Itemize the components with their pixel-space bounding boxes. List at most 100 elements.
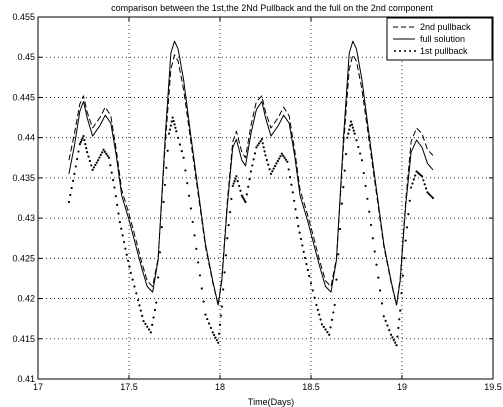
- data-point: [95, 161, 98, 164]
- data-point: [353, 132, 356, 135]
- data-point: [276, 159, 279, 163]
- data-point: [318, 313, 321, 316]
- data-point: [236, 180, 239, 183]
- data-point: [133, 285, 136, 288]
- data-point: [170, 120, 173, 123]
- y-tick-label: 0.43: [17, 213, 35, 223]
- y-tick-label: 0.42: [17, 294, 35, 304]
- data-point: [223, 271, 226, 274]
- data-point: [330, 318, 334, 321]
- data-point: [339, 227, 342, 231]
- data-point: [286, 160, 289, 163]
- data-point: [388, 329, 391, 332]
- data-point: [67, 200, 71, 204]
- data-point: [265, 158, 268, 162]
- data-point: [313, 296, 316, 299]
- data-point: [73, 172, 76, 175]
- data-point: [147, 328, 151, 331]
- data-point: [319, 318, 322, 321]
- data-point: [70, 186, 73, 190]
- x-tick-label: 17: [33, 382, 43, 392]
- data-point: [251, 164, 254, 167]
- data-point: [214, 336, 217, 339]
- data-point: [234, 177, 237, 180]
- data-point: [111, 179, 115, 182]
- data-point: [420, 175, 424, 178]
- data-point: [172, 119, 175, 123]
- data-point: [215, 339, 218, 342]
- data-point: [217, 332, 221, 335]
- data-point: [243, 199, 246, 202]
- data-point: [299, 237, 303, 241]
- chart-title: comparison between the 1st,the 2Nd Pullb…: [111, 3, 433, 13]
- data-point: [187, 194, 191, 197]
- y-tick-label: 0.435: [12, 173, 35, 183]
- data-point: [137, 299, 140, 302]
- data-point: [241, 196, 244, 199]
- data-point: [200, 287, 203, 290]
- data-point: [425, 187, 428, 190]
- data-point: [85, 147, 88, 150]
- data-point: [344, 153, 348, 156]
- data-point: [87, 155, 90, 158]
- data-point: [328, 333, 331, 336]
- x-axis-label: Time(Days): [248, 397, 294, 407]
- legend-sample-dot: [399, 50, 401, 52]
- data-point: [422, 179, 425, 182]
- data-point: [272, 167, 275, 170]
- data-point: [320, 323, 324, 326]
- data-point: [96, 159, 100, 162]
- data-point: [278, 157, 281, 160]
- data-point: [152, 316, 155, 319]
- data-point: [291, 191, 294, 194]
- legend-sample-dot: [409, 50, 411, 52]
- data-point: [295, 216, 298, 219]
- data-point: [178, 143, 182, 146]
- x-tick-label: 18.5: [302, 382, 320, 392]
- data-point: [389, 333, 393, 336]
- data-point: [368, 210, 371, 213]
- data-point: [294, 208, 297, 211]
- data-point: [231, 184, 234, 188]
- legend-label: 1st pullback: [420, 46, 468, 56]
- data-point: [126, 259, 130, 262]
- data-point: [404, 239, 407, 242]
- data-point: [193, 234, 196, 237]
- data-point: [80, 138, 83, 142]
- legend-sample-dot: [394, 50, 396, 52]
- data-point: [186, 182, 189, 185]
- data-point: [256, 144, 259, 147]
- data-point: [191, 220, 194, 224]
- data-point: [233, 180, 236, 183]
- data-point: [302, 250, 305, 253]
- data-point: [91, 168, 94, 171]
- data-point: [297, 225, 300, 228]
- data-point: [269, 172, 273, 175]
- data-point: [375, 263, 378, 266]
- data-point: [396, 335, 399, 338]
- data-point: [412, 178, 415, 181]
- y-tick-label: 0.455: [12, 12, 35, 22]
- data-point: [158, 251, 162, 254]
- data-point: [306, 268, 309, 272]
- x-tick-label: 19: [397, 382, 407, 392]
- data-point: [268, 168, 271, 171]
- data-point: [121, 234, 124, 237]
- data-point: [351, 126, 354, 129]
- data-point: [316, 308, 319, 311]
- data-point: [77, 150, 80, 153]
- data-point: [162, 200, 165, 204]
- data-point: [399, 309, 402, 312]
- data-point: [324, 328, 327, 331]
- data-point: [249, 170, 253, 173]
- data-point: [273, 164, 277, 168]
- y-tick-label: 0.44: [17, 133, 35, 143]
- data-point: [195, 247, 198, 250]
- data-point: [267, 163, 270, 166]
- data-point: [261, 142, 264, 145]
- x-tick-label: 17.5: [120, 382, 138, 392]
- legend-label: full solution: [420, 34, 465, 44]
- data-point: [232, 182, 235, 185]
- data-point: [202, 300, 205, 303]
- data-point: [107, 156, 111, 159]
